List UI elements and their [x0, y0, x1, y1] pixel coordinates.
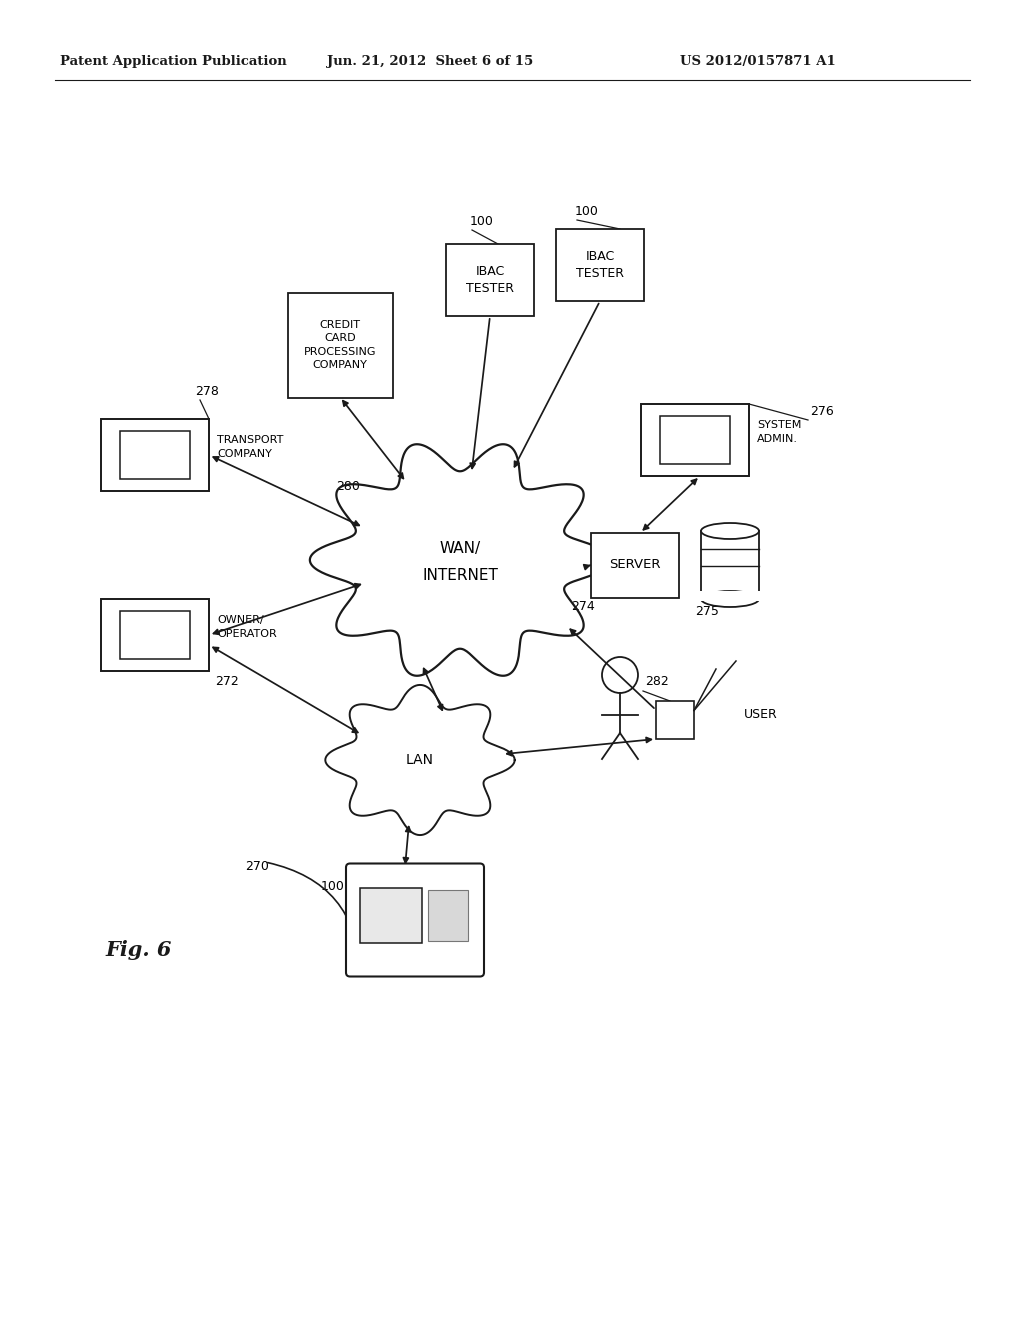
Text: USER: USER — [744, 709, 778, 722]
FancyBboxPatch shape — [641, 404, 749, 477]
FancyBboxPatch shape — [120, 611, 190, 659]
FancyBboxPatch shape — [120, 432, 190, 479]
Text: 272: 272 — [215, 675, 239, 688]
Text: Jun. 21, 2012  Sheet 6 of 15: Jun. 21, 2012 Sheet 6 of 15 — [327, 55, 534, 69]
Text: INTERNET: INTERNET — [422, 569, 498, 583]
Text: CREDIT
CARD
PROCESSING
COMPANY: CREDIT CARD PROCESSING COMPANY — [304, 321, 376, 370]
Text: WAN/: WAN/ — [439, 540, 480, 556]
FancyBboxPatch shape — [660, 416, 730, 465]
Text: SERVER: SERVER — [609, 558, 660, 572]
Text: LAN: LAN — [406, 752, 434, 767]
Text: 280: 280 — [336, 480, 360, 492]
Text: TRANSPORT
COMPANY: TRANSPORT COMPANY — [217, 436, 284, 458]
FancyBboxPatch shape — [360, 887, 422, 942]
Text: SYSTEM
ADMIN.: SYSTEM ADMIN. — [757, 420, 802, 444]
Text: IBAC
TESTER: IBAC TESTER — [466, 265, 514, 294]
Text: 100: 100 — [322, 880, 345, 894]
Text: 282: 282 — [645, 675, 669, 688]
Text: IBAC
TESTER: IBAC TESTER — [575, 249, 624, 280]
Text: 278: 278 — [195, 385, 219, 399]
Text: 275: 275 — [695, 605, 719, 618]
FancyBboxPatch shape — [101, 599, 209, 671]
Text: Fig. 6: Fig. 6 — [105, 940, 171, 960]
Text: 100: 100 — [470, 215, 494, 228]
Ellipse shape — [701, 523, 759, 539]
Text: Patent Application Publication: Patent Application Publication — [60, 55, 287, 69]
FancyBboxPatch shape — [446, 244, 534, 315]
Text: US 2012/0157871 A1: US 2012/0157871 A1 — [680, 55, 836, 69]
FancyBboxPatch shape — [656, 701, 694, 739]
Bar — [701, 531, 759, 599]
Text: 270: 270 — [245, 861, 269, 873]
FancyBboxPatch shape — [288, 293, 392, 397]
FancyBboxPatch shape — [101, 418, 209, 491]
Polygon shape — [310, 445, 610, 676]
FancyBboxPatch shape — [556, 228, 644, 301]
FancyBboxPatch shape — [346, 863, 484, 977]
Polygon shape — [326, 685, 515, 836]
Bar — [700, 591, 760, 601]
FancyBboxPatch shape — [428, 890, 468, 940]
Text: 276: 276 — [810, 405, 834, 418]
Text: 100: 100 — [575, 205, 599, 218]
Ellipse shape — [701, 591, 759, 607]
Text: 274: 274 — [571, 601, 595, 612]
Text: OWNER/
OPERATOR: OWNER/ OPERATOR — [217, 615, 276, 639]
FancyBboxPatch shape — [591, 532, 679, 598]
